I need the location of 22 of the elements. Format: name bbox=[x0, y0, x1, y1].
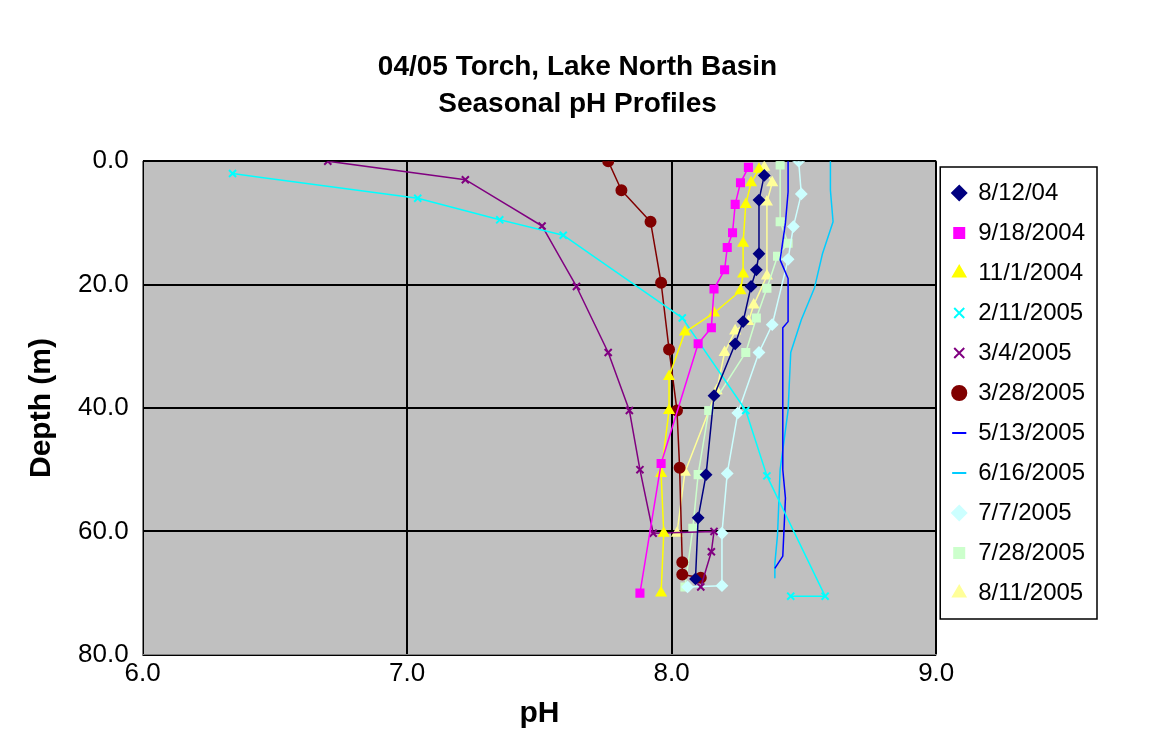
chart-title: 04/05 Torch, Lake North Basin bbox=[377, 49, 778, 81]
chart-subtitle: Seasonal pH Profiles bbox=[438, 87, 717, 119]
x-tick-label: 8.0 bbox=[653, 656, 690, 687]
legend-label: 11/1/2004 bbox=[978, 257, 1084, 285]
legend-label: 2/11/2005 bbox=[978, 297, 1084, 325]
y-axis-title: Depth (m) bbox=[23, 338, 57, 478]
legend-label: 3/4/2005 bbox=[978, 337, 1072, 365]
y-tick-label: 40.0 bbox=[77, 391, 129, 422]
legend-label: 6/16/2005 bbox=[978, 457, 1086, 485]
legend-label: 3/28/2005 bbox=[978, 377, 1086, 405]
x-tick-label: 7.0 bbox=[389, 656, 426, 687]
y-tick-label: 20.0 bbox=[77, 267, 129, 298]
y-tick-label: 60.0 bbox=[77, 514, 129, 545]
legend-label: 8/12/04 bbox=[978, 177, 1059, 205]
legend-label: 7/28/2005 bbox=[978, 537, 1086, 565]
legend-label: 5/13/2005 bbox=[978, 417, 1086, 445]
x-axis-title: pH bbox=[519, 695, 560, 729]
legend-label: 8/11/2005 bbox=[978, 577, 1084, 605]
y-tick-label: 0.0 bbox=[92, 144, 129, 175]
x-tick-label: 9.0 bbox=[918, 656, 955, 687]
legend-label: 7/7/2005 bbox=[978, 497, 1072, 525]
legend-label: 9/18/2004 bbox=[978, 217, 1086, 245]
